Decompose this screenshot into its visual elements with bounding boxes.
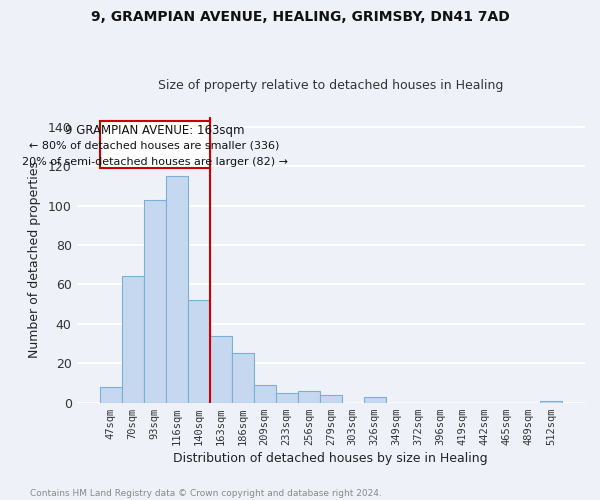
Bar: [320, 395, 342, 402]
Text: ← 80% of detached houses are smaller (336): ← 80% of detached houses are smaller (33…: [29, 140, 280, 150]
Bar: [188, 300, 210, 402]
Bar: [100, 120, 210, 168]
Bar: [232, 354, 254, 403]
Title: Size of property relative to detached houses in Healing: Size of property relative to detached ho…: [158, 79, 503, 92]
Y-axis label: Number of detached properties: Number of detached properties: [28, 161, 41, 358]
Bar: [122, 276, 143, 402]
Text: 9, GRAMPIAN AVENUE, HEALING, GRIMSBY, DN41 7AD: 9, GRAMPIAN AVENUE, HEALING, GRIMSBY, DN…: [91, 10, 509, 24]
Bar: [298, 391, 320, 402]
Bar: [143, 200, 166, 402]
Bar: [166, 176, 188, 402]
Text: Contains HM Land Registry data © Crown copyright and database right 2024.: Contains HM Land Registry data © Crown c…: [30, 488, 382, 498]
Bar: [540, 400, 562, 402]
Bar: [364, 397, 386, 402]
Bar: [254, 385, 276, 402]
Text: 9 GRAMPIAN AVENUE: 163sqm: 9 GRAMPIAN AVENUE: 163sqm: [65, 124, 244, 136]
X-axis label: Distribution of detached houses by size in Healing: Distribution of detached houses by size …: [173, 452, 488, 465]
Bar: [276, 393, 298, 402]
Bar: [210, 336, 232, 402]
Bar: [100, 387, 122, 402]
Text: 20% of semi-detached houses are larger (82) →: 20% of semi-detached houses are larger (…: [22, 157, 287, 167]
